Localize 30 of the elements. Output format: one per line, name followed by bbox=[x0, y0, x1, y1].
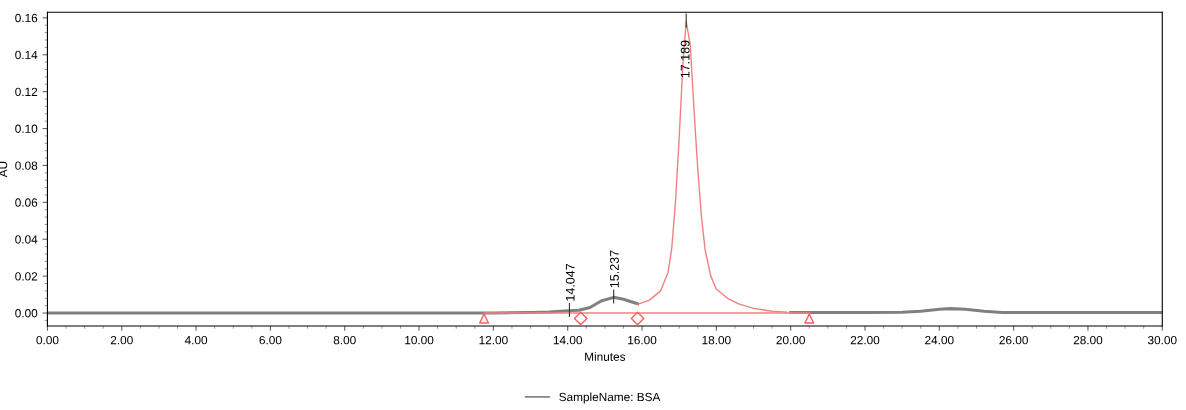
annotation: 15.237 bbox=[610, 250, 619, 288]
y-tick-label: 0.00 bbox=[15, 309, 38, 318]
y-tick-label: 0.06 bbox=[15, 198, 38, 207]
y-tick-label: 0.02 bbox=[15, 272, 38, 281]
x-tick-label: 20.00 bbox=[776, 335, 805, 345]
x-tick-label: 18.00 bbox=[702, 335, 731, 345]
annotation: 17.189 bbox=[680, 40, 690, 78]
x-tick-label: 26.00 bbox=[999, 335, 1028, 345]
y-tick-label: 0.12 bbox=[15, 87, 38, 97]
y-tick-label: 0.16 bbox=[15, 13, 38, 23]
legend-label: SampleName: BSA bbox=[559, 392, 661, 404]
x-tick-label: 6.00 bbox=[259, 335, 282, 345]
y-tick-label: 0.08 bbox=[15, 161, 38, 170]
y-tick-label: 0.10 bbox=[15, 124, 38, 133]
annotation: 14.047 bbox=[565, 263, 575, 301]
x-tick-label: 14.00 bbox=[553, 335, 583, 345]
x-tick-label: 0.00 bbox=[36, 335, 59, 345]
y-tick-label: 0.14 bbox=[15, 50, 38, 60]
y-tick-label: 0.04 bbox=[15, 235, 38, 244]
x-tick-label: 28.00 bbox=[1073, 335, 1103, 345]
x-tick-label: 12.00 bbox=[479, 335, 508, 345]
x-tick-label: 10.00 bbox=[405, 335, 434, 345]
x-tick-label: 30.00 bbox=[1147, 335, 1177, 345]
x-tick-label: 22.00 bbox=[850, 335, 880, 345]
x-tick-label: 24.00 bbox=[925, 335, 954, 345]
x-axis-title: Minutes bbox=[585, 352, 626, 361]
x-tick-label: 8.00 bbox=[333, 335, 356, 345]
x-tick-label: 16.00 bbox=[628, 335, 657, 345]
x-tick-label: 4.00 bbox=[184, 335, 208, 345]
x-tick-label: 2.00 bbox=[110, 335, 133, 345]
